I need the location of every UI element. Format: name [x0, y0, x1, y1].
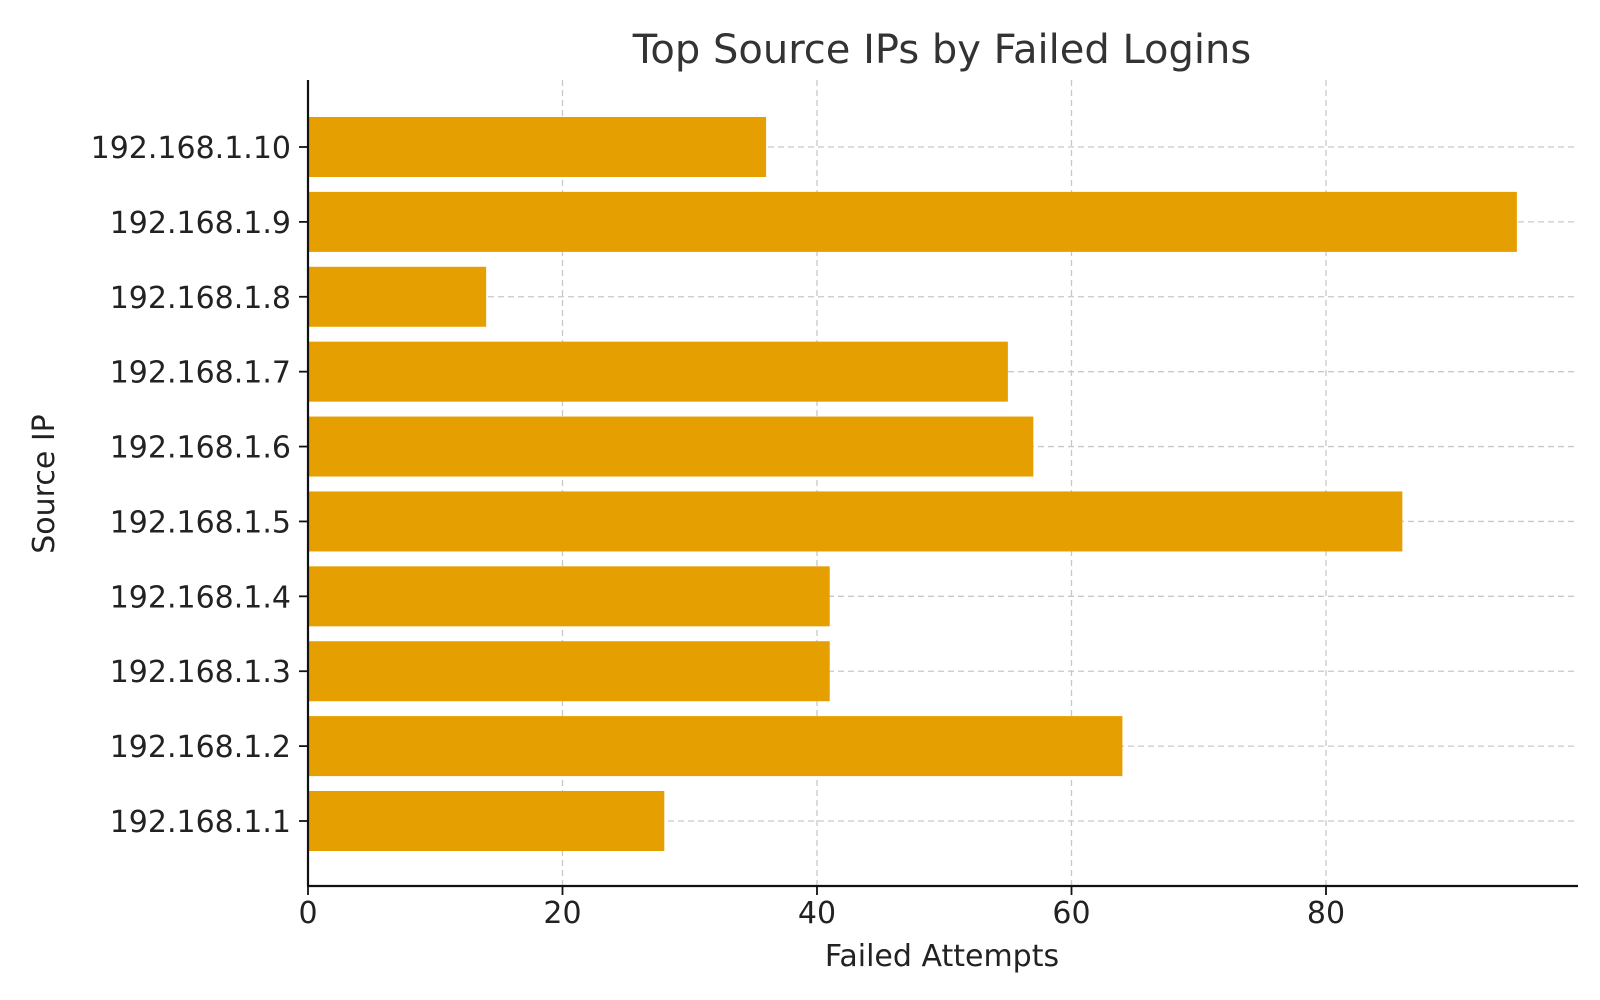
bar-192.168.1.2 [308, 716, 1123, 777]
bar-192.168.1.4 [308, 566, 830, 627]
x-tick-label-20: 20 [543, 896, 581, 931]
y-tick-label-192.168.1.1: 192.168.1.1 [110, 805, 291, 840]
x-axis-ticks: 0 20 40 60 80 [298, 886, 1345, 931]
bar-192.168.1.6 [308, 416, 1034, 477]
y-tick-label-192.168.1.9: 192.168.1.9 [110, 206, 291, 241]
y-tick-label-192.168.1.6: 192.168.1.6 [110, 431, 291, 466]
y-tick-label-192.168.1.3: 192.168.1.3 [110, 655, 291, 690]
bar-192.168.1.5 [308, 491, 1403, 552]
y-tick-label-192.168.1.8: 192.168.1.8 [110, 281, 291, 316]
bar-192.168.1.9 [308, 191, 1517, 252]
bar-192.168.1.3 [308, 641, 830, 702]
y-axis-label: Source IP [27, 414, 62, 554]
x-tick-label-40: 40 [798, 896, 836, 931]
y-tick-label-192.168.1.7: 192.168.1.7 [110, 356, 291, 391]
bar-192.168.1.7 [308, 341, 1008, 402]
y-tick-label-192.168.1.2: 192.168.1.2 [110, 730, 291, 765]
y-tick-label-192.168.1.5: 192.168.1.5 [110, 505, 291, 540]
y-tick-label-192.168.1.10: 192.168.1.10 [91, 131, 291, 166]
bar-192.168.1.10 [308, 117, 767, 177]
y-axis-ticks: 192.168.1.1 192.168.1.2 192.168.1.3 192.168… [91, 131, 308, 840]
x-tick-label-80: 80 [1307, 896, 1345, 931]
bar-192.168.1.8 [308, 266, 487, 327]
x-tick-label-60: 60 [1052, 896, 1090, 931]
bar-192.168.1.1 [308, 791, 665, 851]
chart-title: Top Source IPs by Failed Logins [632, 27, 1251, 73]
x-tick-label-0: 0 [298, 896, 317, 931]
y-tick-label-192.168.1.4: 192.168.1.4 [110, 580, 291, 615]
bars [308, 117, 1517, 851]
x-axis-label: Failed Attempts [825, 939, 1059, 974]
